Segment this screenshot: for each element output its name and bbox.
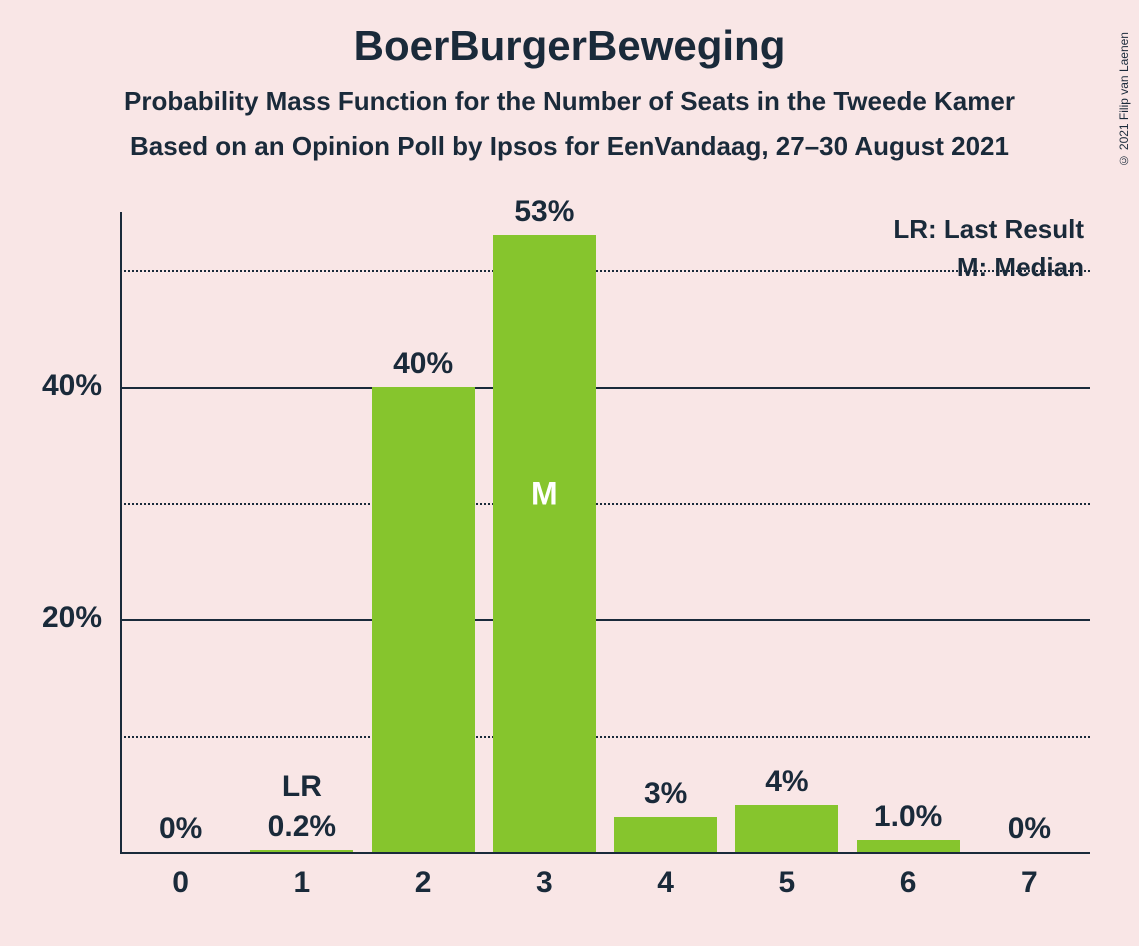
x-tick-label: 4 [657,866,674,900]
grid-major [120,387,1090,389]
bar-value-label: 40% [393,347,453,381]
x-tick-label: 1 [294,866,311,900]
grid-major [120,619,1090,621]
bar-value-label: 4% [765,765,808,799]
bar [372,387,475,852]
x-tick-label: 5 [779,866,796,900]
chart-subtitle-2: Based on an Opinion Poll by Ipsos for Ee… [0,131,1139,162]
bar-value-label: 1.0% [874,800,942,834]
chart-title: BoerBurgerBeweging [0,22,1139,70]
bar-value-label: 0% [1008,812,1051,846]
median-marker: M [531,476,558,513]
bar [857,840,960,852]
y-tick-label: 40% [0,369,102,403]
bar-value-label: 0% [159,812,202,846]
grid-minor [120,270,1090,272]
grid-baseline [120,852,1090,854]
bar-value-label: 3% [644,777,687,811]
chart-plot-area: 0%LR0.2%40%53%M3%4%1.0%0% [120,212,1090,852]
bar-value-label: 53% [514,195,574,229]
legend-lr: LR: Last Result [893,214,1084,245]
bar [493,235,596,852]
x-tick-label: 0 [172,866,189,900]
x-tick-label: 7 [1021,866,1038,900]
chart-subtitle-1: Probability Mass Function for the Number… [0,86,1139,117]
bar [250,850,353,852]
bar-value-label: 0.2% [268,810,336,844]
grid-minor [120,503,1090,505]
bar [614,817,717,852]
y-axis-line [120,212,122,852]
bar [735,805,838,852]
copyright-text: © 2021 Filip van Laenen [1117,32,1131,167]
x-tick-label: 3 [536,866,553,900]
legend-m: M: Median [957,252,1084,283]
x-tick-label: 6 [900,866,917,900]
grid-minor [120,736,1090,738]
y-tick-label: 20% [0,601,102,635]
x-tick-label: 2 [415,866,432,900]
bar-annotation: LR [282,770,322,804]
